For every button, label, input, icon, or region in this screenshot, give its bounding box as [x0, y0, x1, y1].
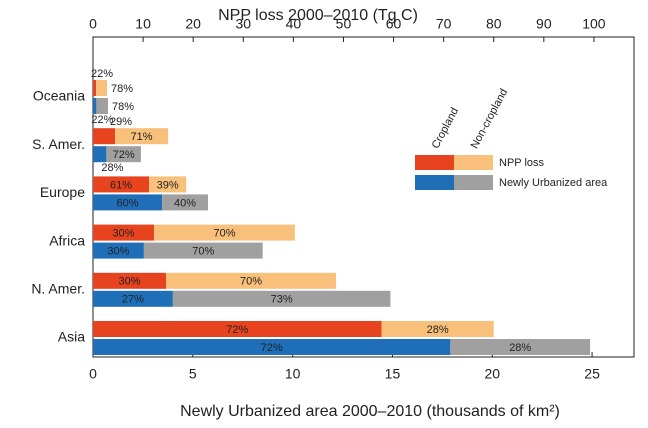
x2-tick-label: 20: [185, 16, 201, 32]
y-tick-label: S. Amer.: [32, 136, 85, 152]
bar-segment: [166, 272, 336, 289]
legend-swatch: [415, 155, 454, 170]
x2-tick-label: 90: [536, 16, 552, 32]
share-label: 40%: [174, 197, 196, 209]
legend-swatch: [454, 175, 493, 190]
share-label: 28%: [101, 162, 123, 174]
y-tick-label: Oceania: [33, 88, 85, 104]
share-label: 30%: [107, 246, 129, 258]
share-label: 70%: [240, 276, 262, 288]
share-label: 78%: [112, 101, 134, 113]
y-tick-label: Africa: [49, 232, 85, 248]
share-label: 28%: [509, 342, 531, 354]
share-label: 72%: [226, 324, 248, 336]
x-tick-label: 15: [385, 366, 401, 382]
x-tick-label: 25: [584, 366, 600, 382]
bar-segment: [93, 80, 97, 96]
legend-swatch: [454, 155, 493, 170]
bar-segment: [143, 242, 263, 259]
share-label: 30%: [113, 228, 135, 240]
bar-segment: [381, 321, 494, 337]
x2-tick-label: 100: [582, 16, 606, 32]
bar-segment: [93, 146, 107, 163]
x2-tick-label: 70: [436, 16, 452, 32]
bar-segment: [93, 128, 116, 145]
legend-column: Cropland: [430, 106, 462, 151]
share-label: 27%: [122, 294, 144, 306]
bar-segment: [93, 176, 150, 193]
bar-segment: [93, 290, 173, 307]
share-label: 72%: [113, 149, 135, 161]
share-label: 70%: [213, 228, 235, 240]
legend-swatch: [415, 175, 454, 190]
y-tick-label: Europe: [40, 184, 85, 200]
bar-segment: [96, 80, 108, 96]
legend-column: Non-cropland: [469, 87, 511, 151]
share-label: 71%: [131, 131, 153, 143]
bar-segment: [154, 224, 295, 241]
share-label: 78%: [111, 83, 133, 95]
bar-segment: [93, 242, 144, 259]
bar-segment: [162, 194, 208, 211]
share-label: 72%: [261, 342, 283, 354]
x-tick-label: 20: [484, 366, 500, 382]
bar-segment: [172, 290, 391, 307]
share-label: 22%: [91, 68, 113, 80]
share-label: 22%: [91, 114, 113, 126]
bar-segment: [93, 272, 167, 289]
x2-tick-label: 50: [336, 16, 352, 32]
legend-row: NPP loss: [499, 157, 545, 169]
bar-segment: [93, 339, 451, 355]
share-label: 70%: [192, 246, 214, 258]
x2-tick-label: 80: [486, 16, 502, 32]
bar-segment: [450, 339, 591, 355]
bar-segment: [93, 98, 97, 114]
x2-tick-label: 30: [235, 16, 251, 32]
share-label: 28%: [427, 324, 449, 336]
bottom-axis-title: Newly Urbanized area 2000–2010 (thousand…: [180, 403, 560, 420]
bar-segment: [93, 224, 155, 241]
x-tick-label: 10: [285, 366, 301, 382]
share-label: 29%: [110, 116, 132, 128]
bar-segment: [149, 176, 187, 193]
x2-tick-label: 60: [386, 16, 402, 32]
share-label: 39%: [157, 179, 179, 191]
legend-row: Newly Urbanized area: [499, 177, 608, 189]
x2-tick-label: 10: [135, 16, 151, 32]
top-axis-title: NPP loss 2000–2010 (Tg C): [218, 7, 418, 24]
share-label: 60%: [117, 197, 139, 209]
x2-tick-label: 0: [89, 16, 97, 32]
bar-segment: [115, 128, 169, 145]
bar-segment: [96, 98, 108, 114]
share-label: 30%: [119, 276, 141, 288]
bar-segment: [93, 321, 382, 337]
x-tick-label: 0: [89, 366, 97, 382]
share-label: 61%: [110, 179, 132, 191]
bar-segment: [106, 146, 141, 163]
share-label: 73%: [271, 294, 293, 306]
x2-tick-label: 40: [286, 16, 302, 32]
y-tick-label: N. Amer.: [31, 281, 85, 297]
y-tick-label: Asia: [58, 329, 85, 345]
bar-segment: [93, 194, 163, 211]
x-tick-label: 5: [189, 366, 197, 382]
